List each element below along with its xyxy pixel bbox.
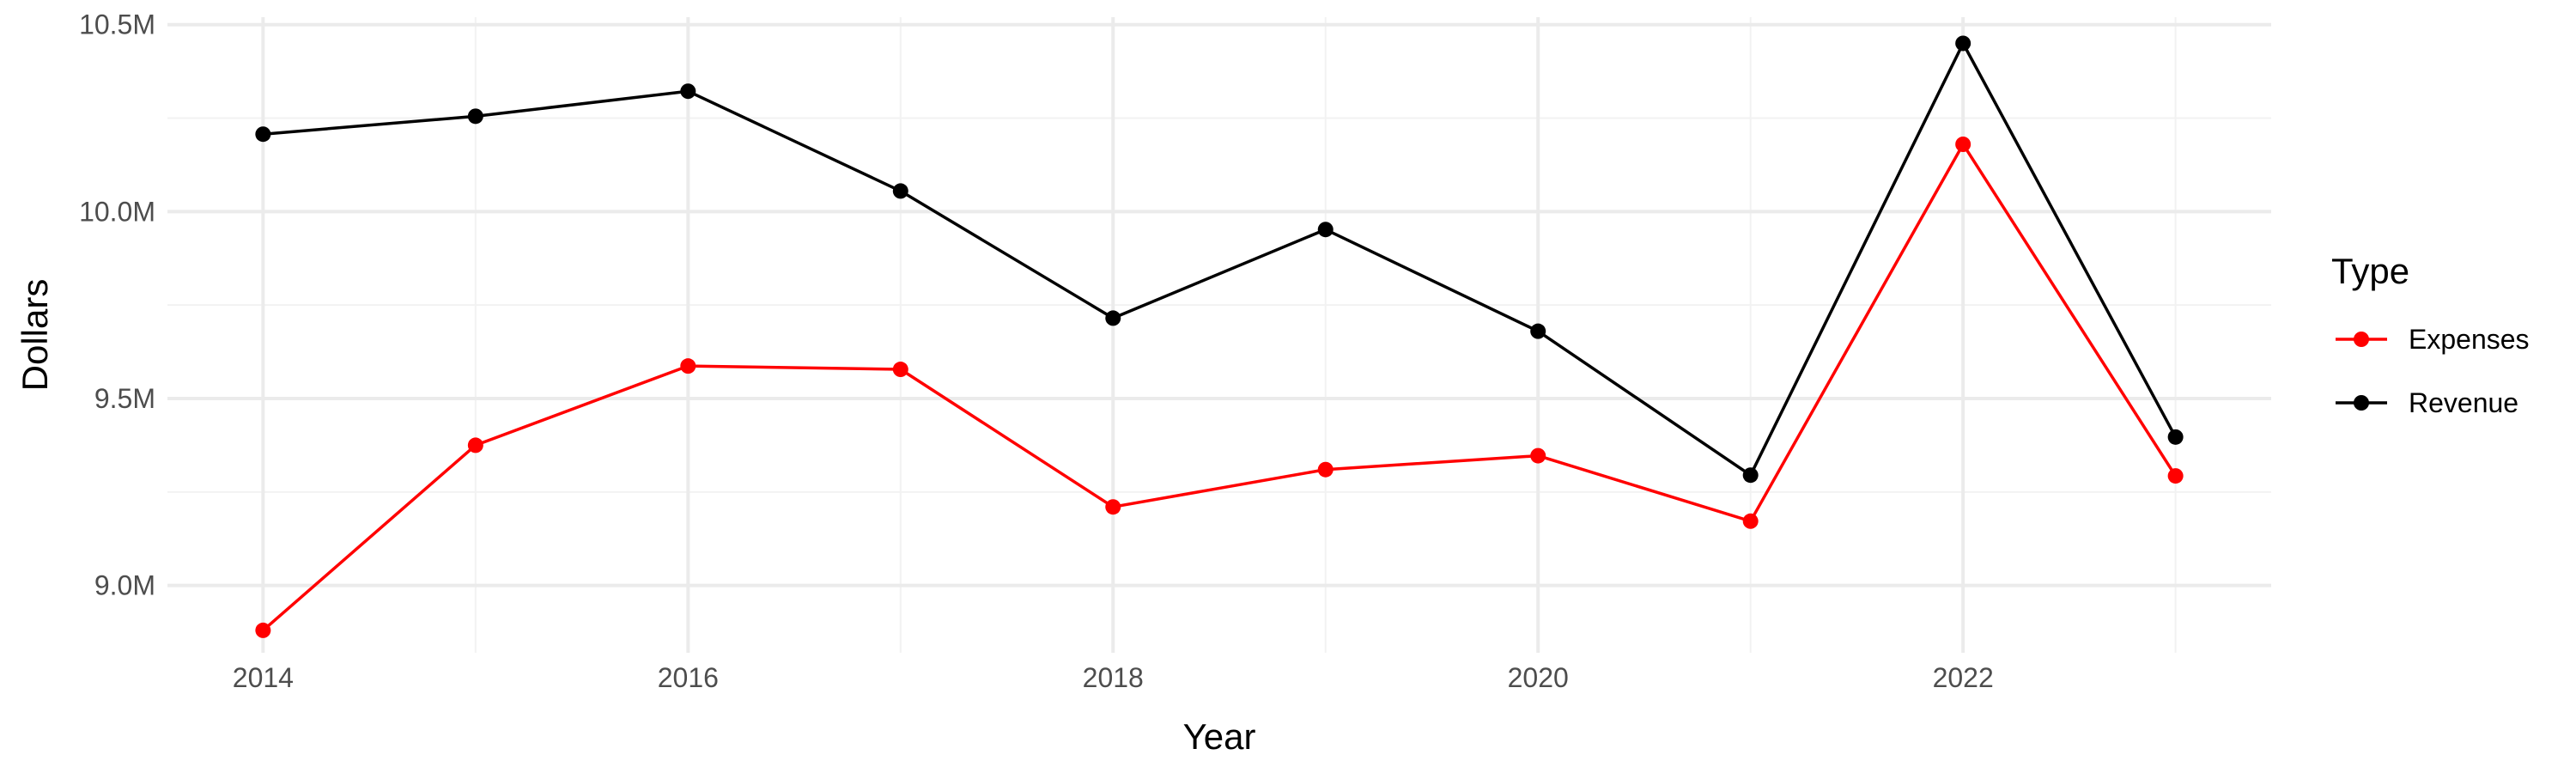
tick-labels: 9.0M 9.5M 10.0M 10.5M 2014 2016 2018 2020 2022 [79,9,1994,693]
data-point-revenue [1530,323,1546,339]
data-point-revenue [1317,222,1334,238]
data-point-revenue [1742,467,1759,484]
data-point-expenses [1742,513,1759,529]
data-point-revenue [2167,429,2184,445]
data-point-expenses [1317,461,1334,478]
data-point-revenue [255,126,271,143]
legend-label: Revenue [2409,387,2518,418]
legend-item-expenses: Expenses [2336,324,2530,355]
data-point-revenue [892,183,908,199]
x-tick-label: 2014 [233,662,294,693]
data-point-revenue [1105,310,1121,326]
legend-label: Expenses [2409,324,2530,355]
data-point-revenue [1955,35,1971,52]
y-tick-label: 10.0M [79,196,155,227]
legend-items: Expenses Revenue [2336,324,2530,418]
x-tick-label: 2018 [1083,662,1144,693]
legend-key-point [2354,395,2369,411]
x-tick-label: 2016 [658,662,719,693]
x-tick-label: 2020 [1508,662,1569,693]
legend: Type Expenses Revenue [2331,251,2530,418]
y-axis-title: Dollars [15,279,55,392]
y-tick-label: 9.5M [94,383,155,414]
data-point-expenses [467,437,483,453]
series-line-revenue [263,41,2178,477]
data-point-expenses [2167,468,2184,484]
data-point-expenses [1105,499,1121,515]
x-tick-label: 2022 [1933,662,1994,693]
data-point-expenses [1955,137,1971,152]
data-point-expenses [892,362,908,378]
y-tick-label: 9.0M [94,570,155,601]
y-tick-label: 10.5M [79,9,155,40]
data-point-revenue [680,83,696,100]
data-point-revenue [467,108,483,125]
data-point-expenses [680,358,696,374]
data-point-expenses [1530,447,1546,464]
legend-key-point [2354,332,2369,347]
series-layer [255,35,2184,638]
grid-layer [167,17,2271,653]
x-axis-title: Year [1183,716,1256,757]
data-point-expenses [255,622,271,638]
legend-title: Type [2331,251,2409,291]
series-line-expenses [262,143,2178,632]
legend-item-revenue: Revenue [2336,387,2518,418]
